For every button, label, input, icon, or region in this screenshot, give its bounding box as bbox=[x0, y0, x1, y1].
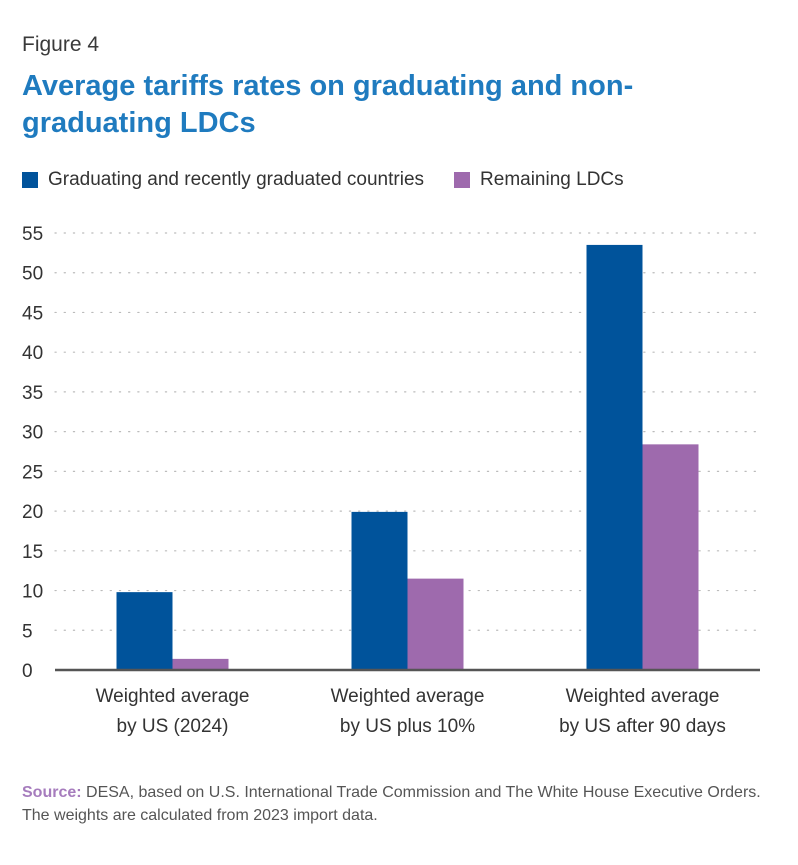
x-tick-label: by US after 90 days bbox=[559, 716, 726, 737]
bar-graduating bbox=[586, 244, 643, 670]
y-tick-label: 30 bbox=[22, 423, 43, 444]
y-tick-label: 0 bbox=[22, 661, 33, 682]
y-tick-label: 50 bbox=[22, 264, 43, 285]
x-tick-label: Weighted average bbox=[566, 686, 720, 707]
legend-label-remaining: Remaining LDCs bbox=[480, 169, 624, 190]
legend-item-graduating: Graduating and recently graduated countr… bbox=[22, 169, 424, 191]
bar-graduating bbox=[351, 511, 408, 670]
x-tick-label: Weighted average bbox=[96, 686, 250, 707]
y-tick-label: 35 bbox=[22, 383, 43, 404]
source-text: DESA, based on U.S. International Trade … bbox=[22, 784, 761, 824]
bar-remaining bbox=[407, 578, 464, 670]
source-note: Source: DESA, based on U.S. Internationa… bbox=[22, 781, 782, 827]
figure-label: Figure 4 bbox=[22, 33, 100, 56]
bar-graduating bbox=[116, 592, 173, 670]
legend-swatch-graduating bbox=[22, 172, 38, 188]
y-tick-label: 10 bbox=[22, 582, 43, 603]
source-label: Source: bbox=[22, 784, 82, 801]
bar-remaining bbox=[642, 444, 699, 670]
y-tick-label: 55 bbox=[22, 224, 43, 245]
legend-label-graduating: Graduating and recently graduated countr… bbox=[48, 169, 425, 190]
x-tick-label: Weighted average bbox=[331, 686, 485, 707]
y-tick-label: 15 bbox=[22, 542, 43, 563]
bar-remaining bbox=[172, 658, 229, 670]
legend: Graduating and recently graduated countr… bbox=[22, 169, 654, 191]
y-tick-label: 45 bbox=[22, 303, 43, 324]
y-tick-label: 20 bbox=[22, 502, 43, 523]
bar-chart: 0 5 10 15 20 25 30 35 40 45 50 55 Weighted average by… bbox=[22, 224, 761, 737]
y-tick-label: 5 bbox=[22, 621, 33, 642]
chart-title: Average tariffs rates on graduating and … bbox=[22, 70, 634, 139]
legend-item-remaining: Remaining LDCs bbox=[454, 169, 624, 191]
y-tick-label: 40 bbox=[22, 343, 43, 364]
legend-swatch-remaining bbox=[454, 172, 471, 188]
y-tick-label: 25 bbox=[22, 462, 43, 483]
x-tick-label: by US plus 10% bbox=[340, 716, 475, 737]
x-tick-label: by US (2024) bbox=[117, 716, 229, 737]
